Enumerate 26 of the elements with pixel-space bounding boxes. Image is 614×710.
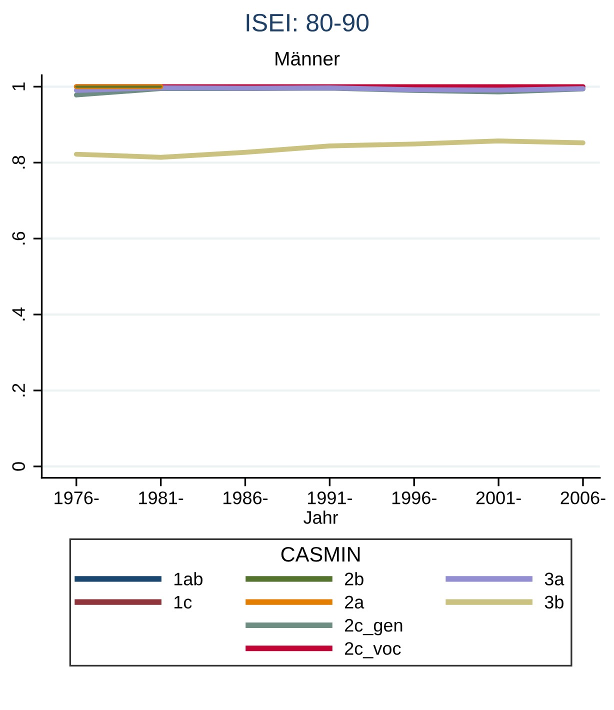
legend-label: 2c_voc <box>344 642 401 658</box>
x-tick-label: 2001- <box>476 492 521 504</box>
y-tick-label: .2 <box>12 384 25 396</box>
legend-label: 3b <box>544 595 564 609</box>
legend-label: 1ab <box>174 572 202 586</box>
legend-label: 3a <box>544 572 564 586</box>
legend-label: 1c <box>174 596 192 609</box>
x-tick-label: 1981- <box>139 492 184 504</box>
x-tick-label: 1996- <box>392 492 436 504</box>
y-tick-label: .6 <box>12 232 25 244</box>
x-tick-label: 1986- <box>224 492 268 504</box>
y-tick-label: 1 <box>12 82 25 90</box>
chart-title: ISEI: 80-90 <box>246 14 369 32</box>
x-axis-title: Jahr <box>304 510 338 524</box>
chart-subtitle: Männer <box>276 52 340 66</box>
y-tick-label: 0 <box>12 462 25 471</box>
y-tick-label: .4 <box>12 308 25 320</box>
x-tick-label: 1976- <box>54 492 99 504</box>
legend-label: 2a <box>344 596 364 609</box>
legend-label: 2c_gen <box>344 618 402 636</box>
y-tick-label: .8 <box>12 156 25 168</box>
legend-label: 2b <box>344 572 364 586</box>
x-tick-label: 2006- <box>560 492 606 504</box>
line-series <box>74 138 586 160</box>
legend-title: CASMIN <box>281 546 360 562</box>
x-tick-label: 1991- <box>308 492 352 504</box>
